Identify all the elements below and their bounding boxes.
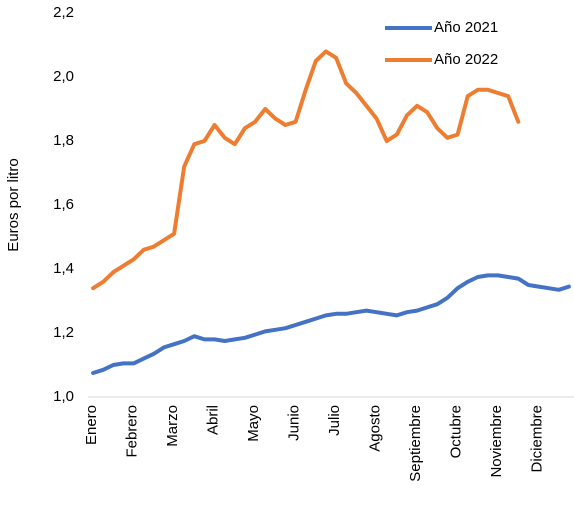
x-tick-label: Septiembre: [407, 405, 424, 482]
y-tick-label: 1,6: [53, 196, 74, 213]
y-tick-label: 1,8: [53, 132, 74, 149]
y-tick-label: 1,0: [53, 388, 74, 405]
series-line: [91, 273, 571, 375]
legend-label: Año 2021: [434, 19, 498, 36]
series-line: [91, 49, 521, 291]
y-axis-label: Euros por litro: [5, 158, 22, 251]
x-tick-label: Mayo: [245, 405, 262, 442]
x-tick-label: Diciembre: [529, 405, 546, 473]
legend-label: Año 2022: [434, 51, 498, 68]
x-tick-label: Febrero: [124, 405, 141, 458]
x-tick-label: Junio: [286, 405, 303, 441]
x-tick-label: Agosto: [367, 405, 384, 452]
y-tick-label: 1,2: [53, 324, 74, 341]
x-tick-label: Marzo: [164, 405, 181, 447]
y-tick-label: 1,4: [53, 260, 74, 277]
x-tick-label: Enero: [83, 405, 100, 445]
x-tick-label: Abril: [205, 405, 222, 435]
x-tick-label: Noviembre: [488, 405, 505, 478]
x-tick-label: Julio: [326, 405, 343, 436]
y-tick-label: 2,0: [53, 68, 74, 85]
y-tick-label: 2,2: [53, 4, 74, 21]
x-tick-label: Octubre: [448, 405, 465, 458]
